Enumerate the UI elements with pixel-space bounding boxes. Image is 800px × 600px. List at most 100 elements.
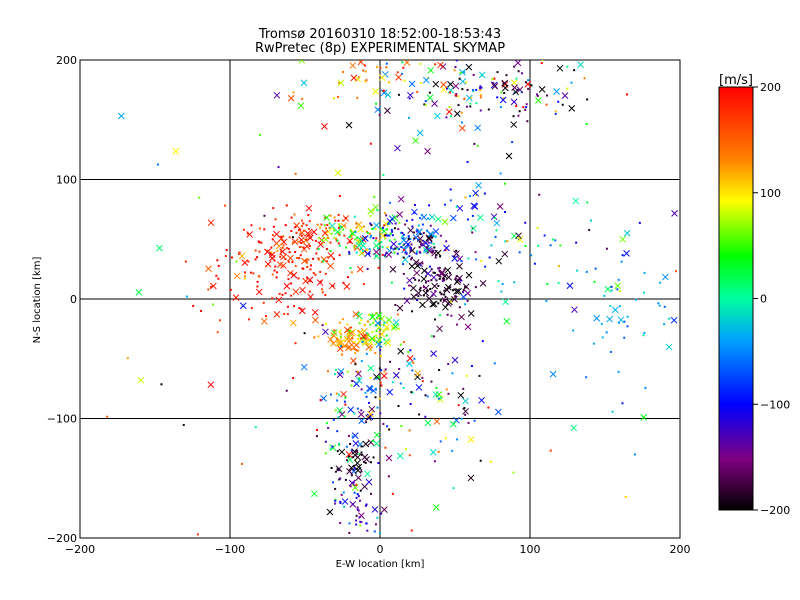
data-point-x — [499, 96, 507, 104]
data-point-dot — [347, 434, 350, 437]
data-point-dot — [353, 412, 356, 415]
data-point-dot — [467, 421, 470, 424]
data-point-x — [346, 468, 353, 475]
data-point-x — [623, 229, 631, 237]
data-point-x — [478, 71, 486, 79]
data-point-dot — [474, 286, 477, 289]
data-point-dot — [446, 313, 449, 316]
data-point-dot — [254, 426, 257, 429]
data-point-dot — [336, 239, 339, 242]
data-point-x — [661, 273, 669, 281]
data-point-dot — [424, 394, 427, 397]
data-point-x — [424, 419, 432, 427]
data-point-dot — [299, 254, 302, 257]
data-point-x — [571, 306, 578, 314]
data-point-dot — [432, 234, 435, 237]
data-point-dot — [417, 295, 420, 298]
data-point-dot — [375, 330, 378, 333]
data-point-x — [345, 344, 352, 352]
data-point-dot — [339, 500, 342, 503]
data-point-dot — [412, 231, 415, 234]
data-point-x — [467, 436, 475, 443]
data-point-dot — [471, 214, 474, 217]
data-point-dot — [429, 224, 432, 227]
data-point-dot — [499, 172, 502, 175]
data-point-x — [209, 282, 217, 290]
data-point-x — [317, 241, 324, 248]
colorbar-tick-label: −100 — [760, 398, 790, 411]
data-point-x — [443, 244, 450, 252]
data-point-dot — [357, 311, 360, 314]
data-point-dot — [318, 237, 321, 240]
data-point-dot — [360, 360, 363, 363]
data-point-dot — [292, 377, 295, 380]
data-point-dot — [409, 247, 412, 250]
data-point-dot — [415, 250, 418, 253]
data-point-dot — [293, 305, 296, 308]
data-point-x — [455, 287, 462, 295]
data-point-x — [336, 407, 344, 414]
data-point-dot — [449, 188, 452, 191]
data-point-dot — [355, 496, 358, 499]
data-point-dot — [243, 275, 246, 278]
y-tick-label: 100 — [56, 174, 77, 187]
data-point-dot — [362, 69, 365, 72]
data-point-dot — [465, 374, 468, 377]
data-point-dot — [585, 270, 588, 273]
data-point-dot — [515, 105, 518, 108]
data-point-x — [406, 277, 413, 284]
data-point-dot — [336, 232, 339, 235]
data-point-x — [453, 288, 460, 295]
data-point-dot — [282, 244, 285, 247]
data-point-x — [453, 110, 461, 118]
data-point-x — [462, 283, 470, 291]
data-point-dot — [434, 63, 437, 66]
data-point-dot — [573, 69, 576, 72]
data-point-x — [403, 297, 411, 305]
data-point-dot — [387, 81, 390, 84]
data-point-x — [419, 301, 426, 309]
data-point-dot — [319, 399, 322, 402]
data-point-dot — [333, 229, 336, 232]
data-point-dot — [354, 450, 357, 453]
data-point-x — [496, 203, 504, 210]
data-point-dot — [246, 232, 249, 235]
data-point-dot — [332, 285, 335, 288]
data-point-dot — [593, 280, 596, 283]
data-point-x — [422, 76, 430, 84]
data-point-x — [451, 255, 459, 262]
data-point-dot — [456, 438, 459, 441]
data-point-dot — [384, 255, 387, 258]
data-point-dot — [360, 453, 363, 456]
data-point-dot — [500, 290, 503, 293]
data-point-dot — [300, 225, 303, 228]
data-point-dot — [375, 334, 378, 337]
data-point-dot — [524, 245, 527, 248]
data-point-x — [306, 276, 314, 284]
data-point-dot — [391, 492, 394, 495]
data-point-dot — [440, 293, 443, 296]
data-point-dot — [445, 116, 448, 119]
data-point-dot — [160, 383, 163, 386]
data-point-dot — [611, 410, 614, 413]
data-point-dot — [372, 227, 375, 230]
data-point-dot — [294, 264, 297, 267]
data-point-dot — [479, 96, 482, 99]
y-tick-label: 200 — [56, 54, 77, 67]
data-point-x — [298, 60, 306, 64]
data-point-dot — [527, 87, 530, 90]
data-point-dot — [425, 289, 428, 292]
data-point-dot — [339, 477, 342, 480]
data-point-dot — [444, 437, 447, 440]
data-point-dot — [379, 229, 382, 232]
data-point-dot — [448, 105, 451, 108]
data-point-dot — [349, 442, 352, 445]
data-point-x — [422, 284, 430, 292]
data-point-dot — [618, 305, 621, 308]
data-point-dot — [281, 246, 284, 249]
data-point-dot — [409, 238, 412, 241]
data-point-dot — [380, 241, 383, 244]
data-point-x — [238, 252, 246, 260]
data-point-dot — [402, 237, 405, 240]
data-point-dot — [303, 332, 306, 335]
